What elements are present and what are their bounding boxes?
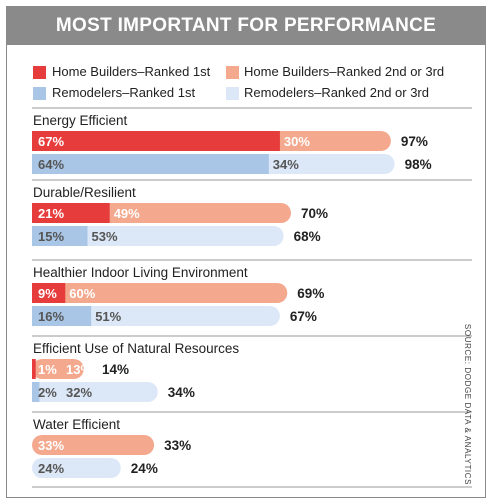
legend-swatch-hb-other — [226, 66, 239, 79]
legend-swatch-hb-first — [33, 66, 46, 79]
value-label-ranked-1st: 1% — [38, 362, 57, 377]
category-label: Durable/Resilient — [33, 185, 136, 200]
legend-swatch-rm-other — [226, 87, 239, 100]
value-label-total: 98% — [405, 157, 432, 172]
value-label-total: 33% — [164, 438, 191, 453]
value-label-ranked-1st: 15% — [38, 229, 64, 244]
bar-ranked-2nd-3rd — [32, 382, 158, 402]
value-label-ranked-2nd-3rd: 53% — [92, 229, 118, 244]
chart-title: MOST IMPORTANT FOR PERFORMANCE — [7, 7, 485, 45]
value-label-ranked-2nd-3rd: 49% — [114, 206, 140, 221]
value-label-total: 24% — [131, 461, 158, 476]
legend-label-hb-other: Home Builders–Ranked 2nd or 3rd — [244, 64, 445, 79]
value-label-total: 97% — [401, 134, 428, 149]
value-label-ranked-2nd-3rd: 34% — [273, 157, 299, 172]
bar-ranked-1st — [32, 131, 280, 151]
category-label: Water Efficient — [33, 417, 120, 432]
bar-ranked-1st — [32, 203, 110, 223]
value-label-ranked-1st: 16% — [38, 309, 64, 324]
bar-ranked-1st — [32, 359, 36, 379]
value-label-total: 14% — [102, 362, 129, 377]
bar-ranked-2nd-3rd — [32, 458, 121, 478]
value-label-ranked-2nd-3rd: 30% — [284, 134, 310, 149]
bar-ranked-1st — [32, 382, 40, 402]
bar-ranked-2nd-3rd — [32, 283, 288, 303]
value-label-ranked-1st: 21% — [38, 206, 64, 221]
value-label-total: 34% — [168, 385, 195, 400]
bar-ranked-1st — [32, 154, 269, 174]
value-label-total: 70% — [301, 206, 328, 221]
value-label-ranked-2nd-3rd: 13% — [66, 362, 92, 377]
category-label: Efficient Use of Natural Resources — [33, 341, 239, 356]
value-label-ranked-2nd-3rd: 60% — [69, 286, 95, 301]
value-label-ranked-2nd-3rd: 24% — [38, 461, 64, 476]
bar-ranked-2nd-3rd — [32, 435, 155, 455]
value-label-ranked-2nd-3rd: 51% — [95, 309, 121, 324]
value-label-ranked-2nd-3rd: 32% — [66, 385, 92, 400]
value-label-total: 69% — [297, 286, 324, 301]
value-label-ranked-1st: 64% — [38, 157, 64, 172]
value-label-ranked-1st: 2% — [38, 385, 57, 400]
legend-label-rm-other: Remodelers–Ranked 2nd or 3rd — [244, 85, 429, 100]
bar-ranked-1st — [32, 306, 92, 326]
value-label-ranked-1st: 9% — [38, 286, 57, 301]
bar-ranked-2nd-3rd — [32, 226, 284, 246]
value-label-ranked-1st: 67% — [38, 134, 64, 149]
legend-label-hb-first: Home Builders–Ranked 1st — [52, 64, 211, 79]
legend-label-rm-first: Remodelers–Ranked 1st — [52, 85, 196, 100]
bar-ranked-2nd-3rd — [32, 359, 84, 379]
legend-swatch-rm-first — [33, 87, 46, 100]
value-label-total: 67% — [290, 309, 317, 324]
value-label-total: 68% — [294, 229, 321, 244]
bar-ranked-2nd-3rd — [32, 306, 280, 326]
category-label: Healthier Indoor Living Environment — [33, 265, 248, 280]
category-label: Energy Efficient — [33, 113, 128, 128]
bar-ranked-1st — [32, 283, 66, 303]
source-credit: SOURCE: DODGE DATA & ANALYTICS — [462, 323, 472, 486]
value-label-ranked-2nd-3rd: 33% — [38, 438, 64, 453]
bar-ranked-1st — [32, 226, 88, 246]
chart-frame — [6, 6, 486, 498]
